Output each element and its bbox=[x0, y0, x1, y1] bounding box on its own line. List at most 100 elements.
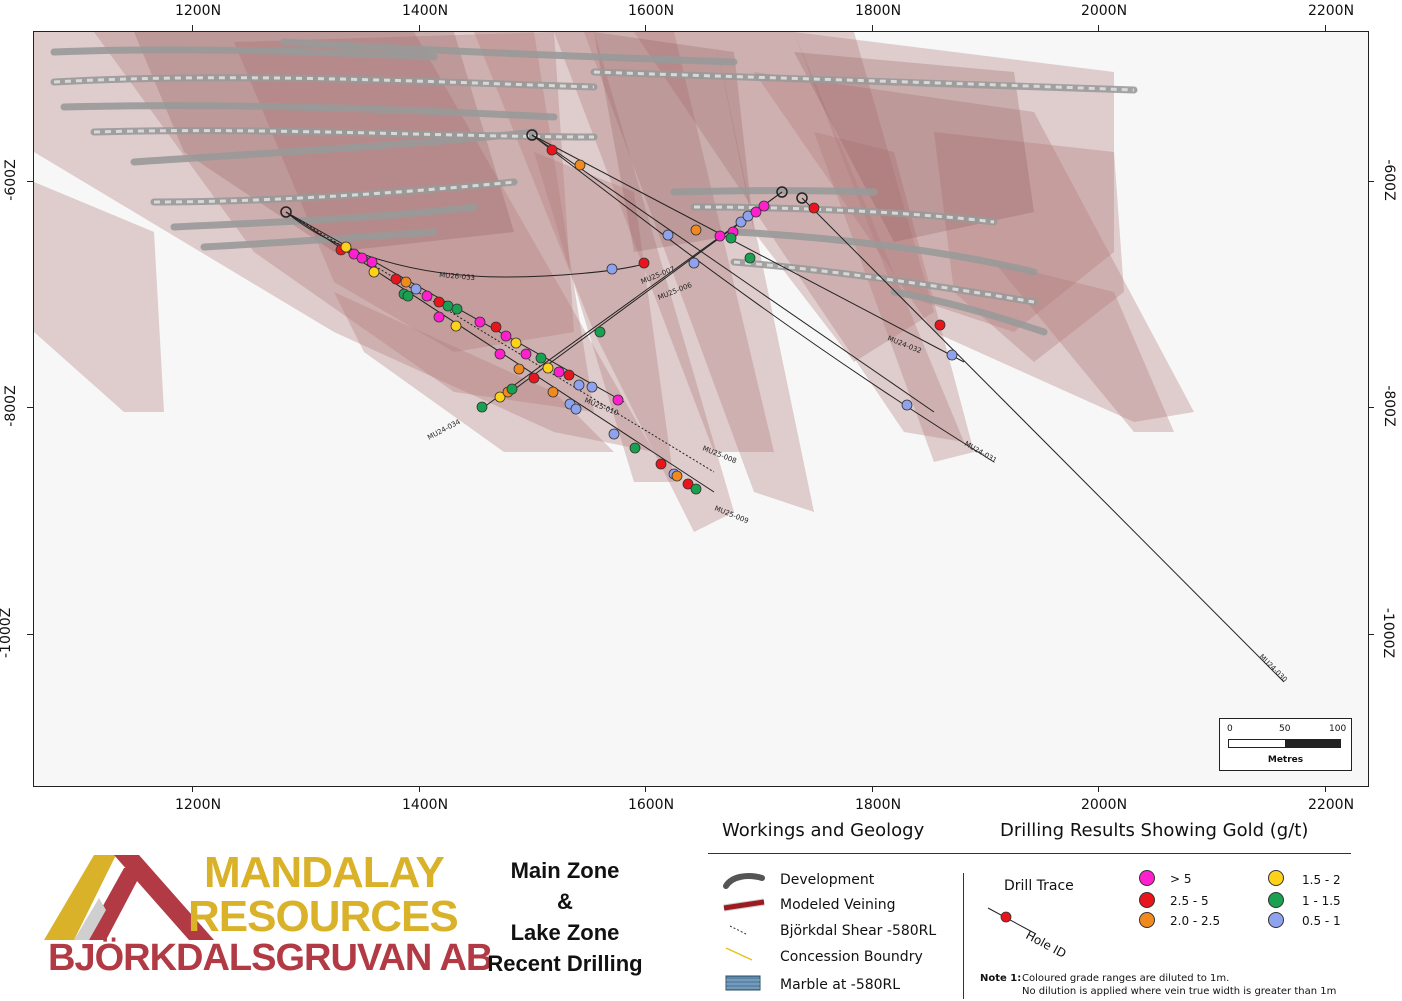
bjorkdal-shear-icon bbox=[729, 925, 747, 935]
development-icon bbox=[723, 873, 765, 889]
collar-icon bbox=[776, 186, 788, 198]
legend-symbols bbox=[723, 873, 765, 991]
assay-dot bbox=[638, 257, 650, 269]
northing-label-top: 1400N bbox=[401, 3, 449, 19]
trace-MU24-030 bbox=[801, 197, 1285, 683]
assay-dot bbox=[750, 206, 762, 218]
tick bbox=[872, 25, 873, 31]
legend-vertical-divider bbox=[963, 873, 964, 999]
depth-label-right: -800Z bbox=[1381, 385, 1397, 427]
grade-label: 0.5 - 1 bbox=[1302, 914, 1341, 928]
northing-label-bottom: 1800N bbox=[854, 797, 902, 813]
legend-divider-line bbox=[708, 853, 1351, 854]
assay-dot bbox=[490, 321, 502, 333]
development-highlight bbox=[53, 70, 1135, 304]
assay-dot bbox=[934, 319, 946, 331]
legend-shear-label: Björkdal Shear -580RL bbox=[780, 923, 937, 939]
assay-dot bbox=[655, 458, 667, 470]
assay-dot bbox=[535, 352, 547, 364]
assay-dot bbox=[506, 383, 518, 395]
trace-MU25-007 bbox=[531, 134, 935, 413]
northing-label-bottom: 1200N bbox=[174, 797, 222, 813]
assay-dot bbox=[340, 241, 352, 253]
collars bbox=[280, 129, 808, 218]
tick bbox=[1325, 25, 1326, 31]
drill-trace-icon bbox=[987, 907, 1037, 935]
title-line3: Lake Zone bbox=[510, 920, 620, 945]
tick bbox=[27, 407, 33, 408]
assay-dot bbox=[450, 320, 462, 332]
assay-dot bbox=[356, 252, 368, 264]
legend-concession-label: Concession Boundry bbox=[780, 949, 923, 965]
assay-dot bbox=[744, 252, 756, 264]
tick bbox=[1368, 634, 1374, 635]
mountain-logo-icon bbox=[44, 855, 214, 940]
assay-dot bbox=[547, 386, 559, 398]
grade-swatch-icon bbox=[1268, 912, 1284, 928]
assay-dot bbox=[366, 256, 378, 268]
hole-label-MU26-033: MU26-033 bbox=[439, 271, 476, 282]
assay-dot bbox=[402, 290, 414, 302]
scale-unit: Metres bbox=[1267, 755, 1304, 765]
title-line2: & bbox=[557, 889, 573, 914]
assay-dot bbox=[421, 290, 433, 302]
trace-MU26-033 bbox=[285, 211, 645, 278]
grade-swatch-icon bbox=[1139, 892, 1155, 908]
modeled-veining-dark bbox=[134, 32, 1034, 252]
collar-icon bbox=[796, 192, 808, 204]
assay-dot bbox=[671, 470, 683, 482]
scale-segment-white bbox=[1228, 739, 1286, 748]
logo-line1: MANDALAY bbox=[204, 848, 445, 897]
northing-label-bottom: 1400N bbox=[401, 797, 449, 813]
assay-dot bbox=[758, 200, 770, 212]
concession-boundary-icon bbox=[725, 947, 753, 961]
trace-MU25-006 bbox=[503, 191, 783, 398]
assay-dot bbox=[608, 428, 620, 440]
assay-dot bbox=[574, 159, 586, 171]
northing-label-bottom: 2200N bbox=[1307, 797, 1355, 813]
legend-development-label: Development bbox=[780, 872, 875, 888]
note-line1: Coloured grade ranges are diluted to 1m. bbox=[1022, 973, 1230, 984]
scale-tick-label: 0 bbox=[1227, 724, 1233, 734]
assay-dot bbox=[606, 263, 618, 275]
depth-label-right: -600Z bbox=[1381, 159, 1397, 201]
map-area: MU26-033 MU25-007 MU25-006 MU24-032 MU25… bbox=[33, 31, 1369, 787]
assay-dot bbox=[476, 401, 488, 413]
depth-label-left: -800Z bbox=[3, 385, 19, 427]
assay-dot bbox=[433, 296, 445, 308]
assay-dot bbox=[546, 144, 558, 156]
logo-line3: BJÖRKDALSGRUVAN AB bbox=[48, 937, 493, 979]
assay-dot bbox=[690, 224, 702, 236]
assay-dot bbox=[612, 394, 624, 406]
northing-label-top: 1200N bbox=[174, 3, 222, 19]
grade-label: 1.5 - 2 bbox=[1302, 873, 1341, 887]
grade-label: 2.0 - 2.5 bbox=[1170, 914, 1221, 928]
logo-line2: RESOURCES bbox=[188, 892, 459, 941]
tick bbox=[27, 181, 33, 182]
assay-dot bbox=[563, 369, 575, 381]
grade-swatch-icon bbox=[1268, 892, 1284, 908]
assay-dot bbox=[510, 337, 522, 349]
tick bbox=[419, 25, 420, 31]
assay-dot bbox=[494, 348, 506, 360]
assay-dot bbox=[901, 399, 913, 411]
legend-workings-title: Workings and Geology bbox=[722, 820, 925, 841]
assay-dot bbox=[594, 326, 606, 338]
tick bbox=[192, 25, 193, 31]
legend-hole-id-label: Hole ID bbox=[1023, 928, 1069, 961]
assay-dot bbox=[573, 379, 585, 391]
marble-icon bbox=[725, 975, 761, 991]
assay-dot bbox=[513, 363, 525, 375]
assay-dot bbox=[946, 349, 958, 361]
assay-dot bbox=[662, 229, 674, 241]
scale-bar: 0 50 100 Metres bbox=[1219, 718, 1352, 771]
legend-veining-label: Modeled Veining bbox=[780, 897, 896, 913]
assay-dot bbox=[433, 311, 445, 323]
title-line1: Main Zone bbox=[510, 858, 620, 883]
tick bbox=[192, 786, 193, 792]
grade-label: 2.5 - 5 bbox=[1170, 894, 1209, 908]
tick bbox=[645, 25, 646, 31]
assay-dot bbox=[690, 483, 702, 495]
grade-swatch-icon bbox=[1268, 870, 1284, 886]
northing-label-top: 1600N bbox=[627, 3, 675, 19]
